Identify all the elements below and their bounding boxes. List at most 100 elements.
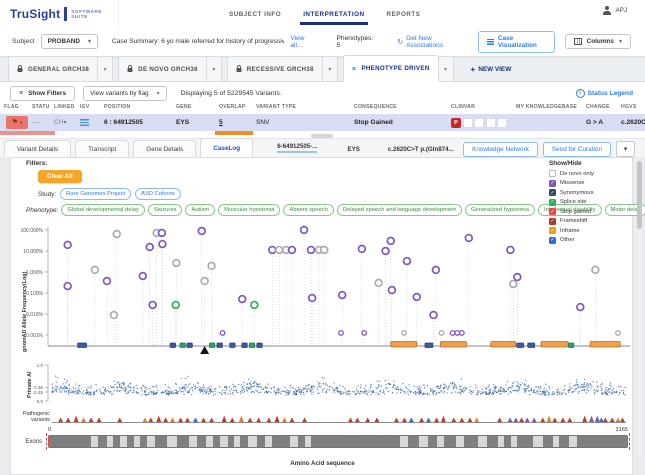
tab-gene-details[interactable]: Gene Details xyxy=(133,140,197,157)
subject-select[interactable]: PROBAND ▾ xyxy=(40,34,98,49)
legend-item-splice-site[interactable]: ✓ Splice site xyxy=(549,198,594,206)
column-header-linked: LINKED xyxy=(54,104,75,110)
new-view-button[interactable]: + NEW VIEW xyxy=(470,64,512,74)
consequence-cell: Stop Gained xyxy=(354,119,393,126)
view-tab-options-caret[interactable]: ▾ xyxy=(322,56,338,81)
phenotype-chip[interactable]: Generalized hypotonia xyxy=(464,204,535,216)
legend-checkbox[interactable]: ✓ xyxy=(549,227,556,234)
panel-resize-handle[interactable] xyxy=(311,134,333,138)
overlap-link[interactable]: 5 xyxy=(219,119,223,126)
columns-button[interactable]: Columns ▾ xyxy=(564,34,631,49)
study-filter-row: Study: Rare Genomes Project ASD Cohorts xyxy=(38,188,181,200)
phenotype-chip[interactable]: Global developmental delay xyxy=(61,204,145,216)
collapse-panel-button[interactable]: ▾ xyxy=(616,141,635,157)
view-tab-general-grch38[interactable]: GENERAL GRCH38 xyxy=(8,56,99,81)
clear-all-button[interactable]: Clear All xyxy=(38,170,82,183)
variant-detail-bar: Variant Details Transcript Gene Details … xyxy=(0,138,645,158)
get-new-associations-link[interactable]: ↻ Get New Associations xyxy=(397,35,460,49)
exon-gap xyxy=(497,436,504,447)
gnomad-frequency-chart[interactable]: 100.000% 10.000% 1.000% 0.100% 0.010% 0.001% xyxy=(12,220,632,360)
igv-cell[interactable] xyxy=(76,119,100,126)
tab-caselog[interactable]: CaseLog xyxy=(200,138,254,158)
exon-gap xyxy=(167,436,177,447)
status-legend-link[interactable]: Status Legend xyxy=(575,88,633,98)
flag-button[interactable]: ⚑ ▾ xyxy=(6,116,28,129)
show-filters-button[interactable]: ≡ Show Filters xyxy=(10,85,76,101)
study-chip[interactable]: ASD Cohorts xyxy=(135,188,181,200)
nav-tab-reports[interactable]: REPORTS xyxy=(386,10,421,18)
exon-gap xyxy=(533,436,543,447)
legend-item-de-novo-only[interactable]: De novo only xyxy=(549,170,594,177)
study-chip[interactable]: Rare Genomes Project xyxy=(60,188,132,200)
user-menu[interactable]: APJ ▾ xyxy=(603,6,627,15)
overlap-cell[interactable]: 5 xyxy=(215,119,252,126)
phenotype-chip[interactable]: Motor delay xyxy=(604,204,645,216)
legend-checkbox[interactable]: ✓ xyxy=(549,217,556,225)
legend-checkbox[interactable]: ✓ xyxy=(549,198,556,206)
primate-ai-chart[interactable]: 1.0 0.380.25 0.0 xyxy=(12,361,632,407)
column-header-consequence: CONSEQUENCE xyxy=(354,104,397,110)
svg-text:100.000%: 100.000% xyxy=(20,228,43,234)
phenotype-chip[interactable]: Seizures xyxy=(147,204,183,216)
pathogenic-variants-track[interactable] xyxy=(12,408,632,428)
case-visualization-label: Case Visualization xyxy=(497,34,537,49)
view-tab-options-caret[interactable]: ▾ xyxy=(98,56,114,81)
linked-cell[interactable]: CH ▾ xyxy=(54,119,67,126)
clinvar-pathogenic-badge: P xyxy=(451,117,461,128)
brand-name: TruSight xyxy=(10,7,61,21)
nav-tab-subject-info[interactable]: SUBJECT INFO xyxy=(229,10,282,18)
exon-endcap-right xyxy=(629,433,630,450)
exons-track[interactable] xyxy=(48,435,628,448)
vertical-scrollbar[interactable] xyxy=(637,158,642,458)
flag-cell[interactable]: ⚑ ▾ xyxy=(0,116,28,129)
detail-buttons: Knowledge Network Send for Curation ▾ xyxy=(463,141,635,157)
view-variants-by-flag-select[interactable]: View variants by flag ▾ xyxy=(83,85,167,101)
legend-label: Frameshift xyxy=(560,218,588,224)
column-header-variant-type: VARIANT TYPE xyxy=(256,104,297,110)
tab-variant-details[interactable]: Variant Details xyxy=(4,140,72,157)
exon-gap xyxy=(220,436,228,447)
phenotype-chip[interactable]: Delayed speech and language development xyxy=(336,204,462,216)
variant-id-link[interactable]: 6-64912505-... xyxy=(277,143,318,153)
legend-item-inframe[interactable]: ✓ Inframe xyxy=(549,227,594,234)
variant-table-row[interactable]: ⚑ ▾ — CH ▾ 6 : 64912505 EYS 5 SNV Stop Gained P G … xyxy=(0,114,645,131)
exon-gap xyxy=(553,436,560,447)
legend-item-synonymous[interactable]: ✓ Synonymous xyxy=(549,189,594,196)
tab-transcript[interactable]: Transcript xyxy=(75,140,130,157)
exon-gap xyxy=(511,436,518,447)
info-icon xyxy=(575,88,585,98)
user-name: APJ xyxy=(615,7,627,14)
legend-checkbox[interactable]: ✓ xyxy=(549,208,556,215)
legend-item-other[interactable]: ✓ Other xyxy=(549,236,594,244)
close-tab-icon[interactable]: × xyxy=(351,64,357,73)
svg-text:0.0: 0.0 xyxy=(37,399,44,404)
phenotype-chip[interactable]: Absent speech xyxy=(283,204,334,216)
legend-item-stop-gained[interactable]: ✓ Stop gained xyxy=(549,208,594,215)
view-tab-recessive-grch38[interactable]: RECESSIVE GRCH38 xyxy=(226,56,323,81)
legend-item-frameshift[interactable]: ✓ Frameshift xyxy=(549,217,594,225)
phenotype-chip[interactable]: Muscular hypotonia xyxy=(218,204,281,216)
scrollbar-thumb[interactable] xyxy=(637,161,642,229)
view-tab-options-caret[interactable]: ▾ xyxy=(438,56,454,81)
legend-item-missense[interactable]: ✓ Missense xyxy=(549,179,594,187)
legend-checkbox[interactable] xyxy=(549,170,556,177)
view-tab-options-caret[interactable]: ▾ xyxy=(206,56,222,81)
legend-checkbox[interactable]: ✓ xyxy=(549,236,556,244)
nav-tab-interpretation[interactable]: INTERPRETATION xyxy=(300,2,368,25)
exons-label: Exons xyxy=(25,439,42,445)
exon-gap xyxy=(437,436,444,447)
view-all-link[interactable]: View all... xyxy=(290,34,305,49)
variant-type-cell: SNV xyxy=(256,119,270,126)
phenotype-chip[interactable]: Autism xyxy=(185,204,216,216)
knowledge-network-button[interactable]: Knowledge Network xyxy=(463,141,538,157)
send-for-curation-button[interactable]: Send for Curation xyxy=(542,141,611,157)
case-visualization-button[interactable]: Case Visualization xyxy=(478,30,555,53)
legend-checkbox[interactable]: ✓ xyxy=(549,189,556,196)
view-tab-phenotype-driven[interactable]: × PHENOTYPE DRIVEN xyxy=(342,55,439,82)
legend-checkbox[interactable]: ✓ xyxy=(549,179,556,187)
exon-axis-start: 0 xyxy=(48,427,52,433)
user-icon xyxy=(603,6,612,15)
igv-icon[interactable] xyxy=(80,119,89,126)
view-tab-de-novo-grch38[interactable]: DE NOVO GRCH38 xyxy=(118,56,207,81)
gene-cell: EYS xyxy=(176,119,190,126)
